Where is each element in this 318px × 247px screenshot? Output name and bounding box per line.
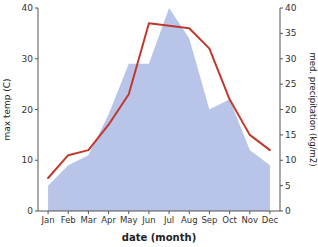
y2-axis-label: med. precipitation (kg/m2) [308, 52, 318, 166]
x-tick-label: Jan [41, 215, 55, 225]
y2-tick-label: 15 [285, 130, 296, 140]
y2-tick [280, 58, 283, 59]
x-tick-label: Jun [141, 215, 155, 225]
y-tick-label: 20 [22, 105, 34, 115]
y2-tick [280, 109, 283, 110]
y2-tick-label: 5 [285, 181, 291, 191]
temperature-line [48, 23, 270, 178]
y-tick-label: 0 [27, 206, 33, 216]
y2-tick [280, 160, 283, 161]
x-tick-label: Dec [262, 215, 279, 225]
x-tick [68, 211, 69, 214]
x-tick [269, 211, 270, 214]
y-tick [35, 8, 38, 9]
y-tick [35, 58, 38, 59]
x-tick-label: Mar [80, 215, 97, 225]
y-tick-label: 40 [22, 3, 34, 13]
y2-tick [280, 84, 283, 85]
x-axis-line [38, 211, 280, 212]
x-tick [169, 211, 170, 214]
x-tick [88, 211, 89, 214]
y-tick-label: 30 [22, 54, 34, 64]
y2-tick-label: 30 [285, 54, 297, 64]
x-tick [249, 211, 250, 214]
y2-tick-label: 20 [285, 105, 297, 115]
x-tick [48, 211, 49, 214]
x-tick-label: Feb [61, 215, 76, 225]
y-tick [35, 160, 38, 161]
y2-tick [280, 134, 283, 135]
y2-tick [280, 211, 283, 212]
x-tick-label: Nov [241, 215, 258, 225]
x-tick [189, 211, 190, 214]
plot-area [48, 8, 270, 211]
y2-tick [280, 185, 283, 186]
y2-tick-label: 35 [285, 28, 296, 38]
x-tick-label: May [120, 215, 138, 225]
y-axis-label: max temp (C) [2, 78, 12, 140]
precipitation-area [48, 8, 270, 211]
x-tick [209, 211, 210, 214]
y-tick-label: 10 [22, 155, 34, 165]
chart: Jan Feb Mar Apr MayJun Jul AugSep Oct Nov Dec 0 10 2… [0, 0, 318, 247]
x-tick-label: Sep [201, 215, 217, 225]
y2-tick-label: 40 [285, 3, 297, 13]
x-tick-label: Aug [181, 215, 198, 225]
x-tick [148, 211, 149, 214]
x-axis-label: date (month) [122, 232, 196, 243]
y-tick [35, 109, 38, 110]
x-tick [229, 211, 230, 214]
y2-tick-label: 0 [285, 206, 291, 216]
y2-tick [280, 8, 283, 9]
x-tick-label: Jul [163, 215, 174, 225]
x-tick [108, 211, 109, 214]
y2-tick-label: 25 [285, 79, 296, 89]
x-tick-label: Oct [222, 215, 237, 225]
y2-tick [280, 33, 283, 34]
x-tick-label: Apr [101, 215, 116, 225]
axes: Jan Feb Mar Apr MayJun Jul AugSep Oct Nov Dec 0 10 2… [22, 3, 297, 225]
y2-tick-label: 10 [285, 155, 297, 165]
x-tick [128, 211, 129, 214]
y-tick [35, 211, 38, 212]
